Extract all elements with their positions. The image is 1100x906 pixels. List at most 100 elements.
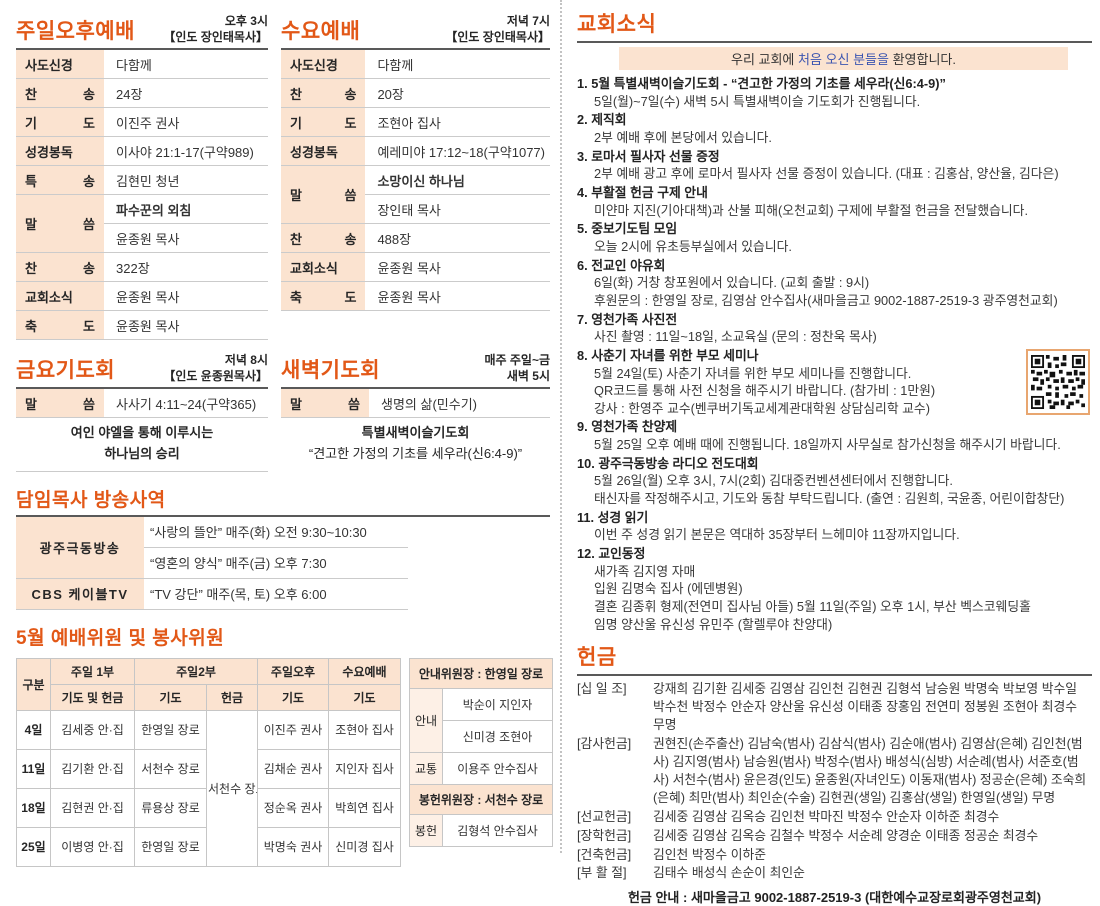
row-label: 성경봉독 xyxy=(16,136,104,167)
table-row: 교회소식 윤종원 목사 xyxy=(16,281,268,312)
wednesday-worship-table: 사도신경 다함께 찬 송 20장 기 도 조현아 집사 성경봉독 예레미야 17:12~… xyxy=(281,50,550,312)
offering-entry-names: 강재희 김기환 김세중 김영삼 김인천 김현권 김형석 남승원 박명숙 박보영 … xyxy=(653,681,1078,733)
section-note: 저녁 7시 【인도 장인태목사】 xyxy=(445,14,550,45)
committee-cell: 정순옥 권사 xyxy=(257,787,330,828)
usher-names: 박순이 지인자 xyxy=(442,687,554,721)
offering-entry: [감사헌금] 권현진(손주출산) 김남숙(범사) 김삼식(범사) 김순애(범사)… xyxy=(577,735,1092,807)
section-header: 주일오후예배 오후 3시 【인도 장인태목사】 xyxy=(16,14,268,51)
news-item-line: 강사 : 한영주 교수(벤쿠버기독교세계관대학원 상담심리학 교수) xyxy=(594,400,930,416)
offering-section: 헌금 [십 일 조] 강재희 김기환 김세중 김영삼 김인천 김현권 김형석 남… xyxy=(577,641,1092,906)
traffic-label: 교통 xyxy=(409,751,444,785)
news-item-line: 새가족 김지영 자매 xyxy=(594,563,696,579)
committee-cell: 한영일 장로 xyxy=(134,709,207,750)
row-value: 윤종원 목사 xyxy=(365,281,550,312)
day-cell: 25일 xyxy=(16,826,51,867)
section-header: 담임목사 방송사역 xyxy=(16,485,550,517)
news-item: 2. 제직회 2부 예배 후에 본당에서 있습니다. xyxy=(577,111,1092,146)
broadcast-table: 광주극동방송 “사랑의 뜰안” 매주(화) 오전 9:30~10:30 “영혼의… xyxy=(16,516,408,610)
committee-cell: 류용상 장로 xyxy=(134,787,207,828)
committee-table: 구분 주일 1부 주일2부 주일오후 수요예배 기도 및 헌금 기도 헌금 기도… xyxy=(16,657,402,867)
offering-entry: [건축헌금] 김인천 박정수 이하준 xyxy=(577,846,1092,864)
news-item: 3. 로마서 필사자 선물 증정 2부 예배 광고 후에 로마서 필사자 선물 … xyxy=(577,148,1092,183)
offering-entry-names: 김태수 배성식 손순이 최인순 xyxy=(653,865,805,881)
table-row: 광주극동방송 “사랑의 뜰안” 매주(화) 오전 9:30~10:30 xyxy=(16,516,408,579)
day-cell: 11일 xyxy=(16,748,51,789)
row-label: 교회소식 xyxy=(281,252,366,283)
sermon-title: 파수꾼의 외침 xyxy=(104,194,268,225)
usher-names: 신미경 조현아 xyxy=(442,719,554,753)
worship-time: 저녁 7시 xyxy=(506,14,550,28)
col-header: 주일오후 xyxy=(257,657,330,685)
news-item-heading: 6. 전교인 야유회 xyxy=(577,257,666,273)
row-label: 특 송 xyxy=(16,165,104,196)
news-item: 8. 사춘기 자녀를 위한 부모 세미나 5월 24일(토) 사춘기 자녀를 위… xyxy=(577,347,1092,418)
committee-cell: 신미경 집사 xyxy=(328,826,402,867)
table-row: 안내위원장 : 한영일 장로 xyxy=(409,657,554,689)
qr-code xyxy=(1026,348,1090,415)
prayer-leader: 【인도 윤종원목사】 xyxy=(163,368,268,383)
sermon-speaker: 장인태 목사 xyxy=(365,194,550,225)
day-cell: 18일 xyxy=(16,787,51,828)
row-label: 말 씀 xyxy=(16,389,104,419)
table-row: 말 씀 사사기 4:11~24(구약365) xyxy=(16,389,268,419)
table-row: 성경봉독 예레미야 17:12~18(구약1077) xyxy=(281,136,550,167)
table-row: 신미경 조현아 xyxy=(410,719,554,753)
table-row: 18일 김현권 안·집 류용상 장로 정순옥 권사 박희연 집사 xyxy=(16,787,402,828)
news-item: 4. 부활절 헌금 구제 안내 미얀마 지진(기아대책)과 산불 피해(오천교회… xyxy=(577,184,1092,219)
table-row: 윤종원 목사 xyxy=(16,223,268,254)
row-value: 윤종원 목사 xyxy=(104,310,268,341)
row-label: 사도신경 xyxy=(281,50,366,80)
committee-section: 5월 예배위원 및 봉사위원 구분 주일 1부 주일2부 주일오후 수요예배 기… xyxy=(16,623,554,867)
note-line: 특별새벽이슬기도회 xyxy=(361,425,470,441)
col-header: 수요예배 xyxy=(328,657,402,685)
row-label: 사도신경 xyxy=(16,50,104,80)
row-label: 찬 송 xyxy=(16,252,104,283)
row-value: 조현아 집사 xyxy=(365,107,550,138)
news-item-heading: 7. 영천가족 사진전 xyxy=(577,311,678,327)
section-title: 금요기도회 xyxy=(16,359,116,383)
offering-chair: 봉헌위원장 : 서천수 장로 xyxy=(409,783,554,815)
table-header-row: 기도 및 헌금 기도 헌금 기도 기도 xyxy=(17,683,402,711)
news-item-line: 2부 예배 광고 후에 로마서 필사자 선물 증정이 있습니다. (대표 : 김… xyxy=(594,166,1059,182)
committee-cell: 조현아 집사 xyxy=(328,709,402,750)
row-value: 김현민 청년 xyxy=(104,165,268,196)
row-value: 생명의 삶(민수기) xyxy=(369,389,550,419)
news-item-heading: 5. 중보기도팀 모임 xyxy=(577,221,678,237)
news-item: 11. 성경 읽기 이번 주 성경 읽기 본문은 역대하 35장부터 느헤미야 … xyxy=(577,509,1092,544)
table-row: 교통 이용주 안수집사 xyxy=(409,751,554,785)
col-header: 주일2부 xyxy=(133,657,259,685)
left-column: 주일오후예배 오후 3시 【인도 장인태목사】 사도신경 다함께 찬 송 24장 기… xyxy=(0,0,562,867)
sermon-title: 소망이신 하나님 xyxy=(365,165,550,196)
news-item-line: 5일(월)~7일(수) 새벽 5시 특별새벽이슬 기도회가 진행됩니다. xyxy=(594,93,921,109)
usher-panel: 안내위원장 : 한영일 장로 안내 박순이 지인자 신미경 조현아 교통 이용주… xyxy=(409,657,554,867)
offering-entry-label: [장학헌금] xyxy=(577,827,632,843)
news-item-line: 5월 26일(월) 오후 3시, 7시(2회) 김대중컨벤션센터에서 진행합니다… xyxy=(594,473,953,489)
committee-cell: 한영일 장로 xyxy=(134,826,207,867)
row-value: 322장 xyxy=(104,252,268,283)
section-header: 교회소식 xyxy=(577,8,1092,43)
offering-entry-label: [건축헌금] xyxy=(577,846,632,862)
news-item-heading: 12. 교인동정 xyxy=(577,546,646,562)
table-row: 말 씀 파수꾼의 외침 xyxy=(16,194,268,254)
section-header: 새벽기도회 매주 주일~금 새벽 5시 xyxy=(281,353,550,390)
row-label: 성경봉독 xyxy=(281,136,366,167)
row-value: 다함께 xyxy=(104,50,268,80)
table-row: 안내 박순이 지인자 xyxy=(409,687,554,753)
row-value: 488장 xyxy=(365,223,550,254)
offering-account-footer: 헌금 안내 : 새마을금고 9002-1887-2519-3 (대한예수교장로회… xyxy=(627,890,1042,906)
table-row: 11일 김기환 안·집 서천수 장로 김채순 권사 지인자 집사 xyxy=(16,748,402,789)
news-item-heading: 3. 로마서 필사자 선물 증정 xyxy=(577,148,720,164)
offering-entry: [선교헌금] 김세중 김영삼 김옥승 김인천 박마진 박정수 안순자 이하준 최… xyxy=(577,808,1092,826)
table-row: “영혼의 양식” 매주(금) 오후 7:30 xyxy=(16,547,408,579)
sunday-worship-table: 사도신경 다함께 찬 송 24장 기 도 이진주 권사 성경봉독 이사야 21:1-17… xyxy=(16,50,268,341)
dawn-prayer-section: 새벽기도회 매주 주일~금 새벽 5시 말 씀 생명의 삶(민수기) 특별새벽이슬… xyxy=(281,353,550,471)
news-item-line: 결혼 김종휘 형제(전연미 집사님 아들) 5월 11일(주일) 오후 1시, … xyxy=(594,599,1031,615)
table-row: 특 송 김현민 청년 xyxy=(16,165,268,196)
row-value: 다함께 xyxy=(365,50,550,80)
table-row: 4일 김세중 안·집 한영일 장로 서천수 장로 이진주 권사 조현아 집사 xyxy=(16,709,402,867)
table-row: 성경봉독 이사야 21:1-17(구약989) xyxy=(16,136,268,167)
table-row: 축 도 윤종원 목사 xyxy=(16,310,268,341)
col-header: 주일 1부 xyxy=(50,657,135,685)
committee-cell: 김채순 권사 xyxy=(257,748,330,789)
usher-table: 안내위원장 : 한영일 장로 안내 박순이 지인자 신미경 조현아 교통 이용주… xyxy=(409,657,554,847)
